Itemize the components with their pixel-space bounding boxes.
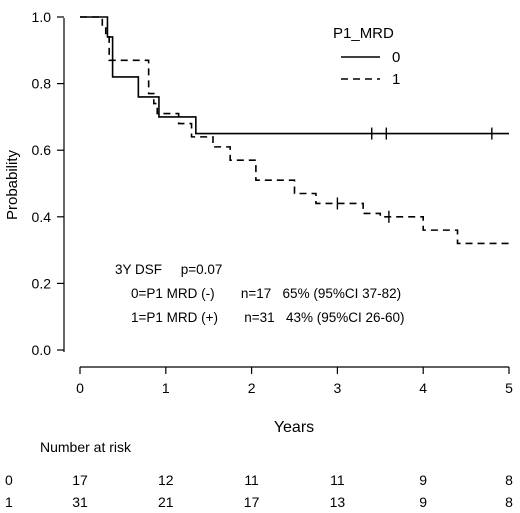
y-tick-label: 0.0: [32, 342, 52, 358]
y-tick-label: 0.4: [32, 209, 52, 225]
x-axis-label: Years: [274, 419, 314, 436]
risk-cell: 11: [244, 472, 259, 488]
annotation-line-1: 3Y DSF p=0.07: [115, 262, 222, 277]
stats-annotation: 3Y DSF p=0.07 0=P1 MRD (-) n=17 65% (95%…: [115, 262, 405, 325]
x-tick-label: 5: [505, 380, 513, 396]
risk-cell: 17: [244, 494, 260, 510]
risk-cell: 13: [330, 494, 346, 510]
risk-row-label: 1: [5, 494, 13, 510]
risk-cell: 8: [505, 472, 513, 488]
risk-cell: 9: [419, 472, 427, 488]
series-layer: [80, 16, 509, 245]
x-tick-label: 4: [419, 380, 427, 396]
risk-cell: 8: [505, 494, 513, 510]
x-tick-label: 3: [334, 380, 342, 396]
series-1-line: [80, 16, 509, 245]
legend-label-series-0: 0: [392, 49, 400, 66]
annotation-line-2: 0=P1 MRD (-) n=17 65% (95%CI 37-82): [131, 286, 401, 301]
legend: P1_MRD 0 1: [333, 25, 400, 88]
x-ticks: 0 1 2 3 4 5: [76, 367, 513, 396]
risk-table-title: Number at risk: [40, 439, 132, 455]
legend-label-series-1: 1: [392, 71, 400, 88]
annotation-line-3: 1=P1 MRD (+) n=31 43% (95%CI 26-60): [131, 310, 405, 325]
x-tick-label: 2: [248, 380, 256, 396]
x-tick-label: 1: [162, 380, 170, 396]
y-tick-label: 0.6: [32, 142, 52, 158]
risk-table: 0 17 12 11 11 9 8 1 31 21 17 13 9 8: [5, 472, 513, 510]
risk-cell: 31: [72, 494, 88, 510]
y-tick-label: 0.8: [32, 76, 52, 92]
y-tick-label: 0.2: [32, 275, 52, 291]
risk-cell: 12: [158, 472, 174, 488]
risk-cell: 11: [330, 472, 345, 488]
legend-title: P1_MRD: [333, 25, 394, 42]
risk-cell: 9: [419, 494, 427, 510]
y-axis-label: Probability: [4, 149, 21, 220]
risk-cell: 21: [158, 494, 174, 510]
risk-row-label: 0: [5, 472, 13, 488]
x-tick-label: 0: [76, 380, 84, 396]
series-0-line: [80, 16, 509, 135]
risk-cell: 17: [72, 472, 88, 488]
y-tick-label: 1.0: [32, 9, 52, 25]
y-ticks: 0.0 0.2 0.4 0.6 0.8 1.0: [32, 9, 64, 358]
